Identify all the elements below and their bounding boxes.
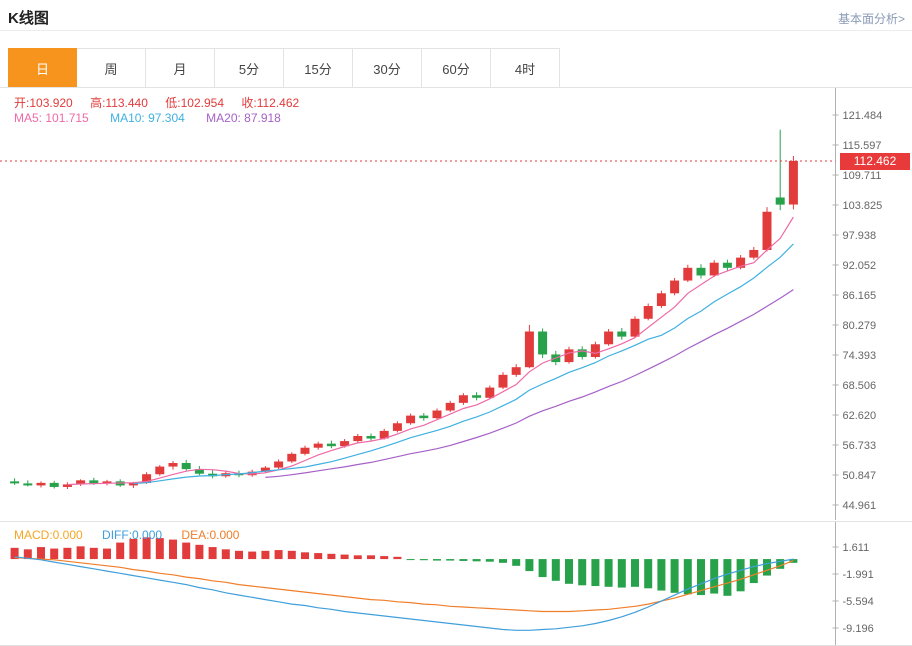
tab-30min[interactable]: 30分 <box>353 48 422 87</box>
page-title: K线图 <box>8 10 49 27</box>
dea-label: DEA: <box>181 528 210 542</box>
dea-readout: DEA:0.000 <box>181 528 239 542</box>
macd-axis-label: -1.991 <box>843 569 874 581</box>
tab-60min[interactable]: 60分 <box>422 48 491 87</box>
ohlc-legend: 开:103.920 高:113.440 低:102.954 收:112.462 <box>14 94 313 111</box>
period-tabbar: 日周月 5分 15分 30分 60分 4时 <box>0 48 912 88</box>
ma-legend: MA5: 101.715 MA10: 97.304 MA20: 87.918 <box>14 111 299 125</box>
main-axis-label: 103.825 <box>843 200 883 212</box>
open-readout: 开:103.920 <box>14 96 73 110</box>
diff-readout: DIFF:0.000 <box>102 528 162 542</box>
main-axis-label: 74.393 <box>843 350 877 362</box>
low-label: 低: <box>165 96 181 110</box>
ma10-line <box>133 243 794 485</box>
ma5-readout: MA5: 101.715 <box>14 111 89 125</box>
main-axis-label: 92.052 <box>843 260 877 272</box>
tab-15min[interactable]: 15分 <box>284 48 353 87</box>
ma20-readout: MA20: 87.918 <box>206 111 281 125</box>
diff-value: 0.000 <box>132 528 163 542</box>
high-readout: 高:113.440 <box>90 96 148 110</box>
close-label: 收: <box>241 96 257 110</box>
main-axis-label: 44.961 <box>843 500 877 512</box>
ma5-value: 101.715 <box>45 111 89 125</box>
main-chart-area[interactable]: 121.484 115.597 109.711 103.825 97.938 92.052… <box>0 88 912 520</box>
tab-week[interactable]: 周 <box>77 48 146 87</box>
macd-histogram <box>10 537 798 596</box>
candlestick-chart[interactable]: 121.484 115.597 109.711 103.825 97.938 92.052… <box>0 88 912 520</box>
main-axis-label: 80.279 <box>843 320 877 332</box>
macd-panel[interactable]: 1.611 -1.991 -5.594 -9.196 MACD:0.000 DIFF:… <box>0 521 912 646</box>
ma20-value: 87.918 <box>244 111 281 125</box>
macd-axis-label: 1.611 <box>843 542 870 554</box>
diff-label: DIFF: <box>102 528 133 542</box>
ma10-value: 97.304 <box>148 111 185 125</box>
tab-4hour[interactable]: 4时 <box>491 48 560 87</box>
tab-day[interactable]: 日 <box>8 48 77 87</box>
tab-5min[interactable]: 5分 <box>215 48 284 87</box>
ma20-line <box>265 289 794 478</box>
high-value: 113.440 <box>105 96 148 110</box>
main-axis-label: 109.711 <box>843 170 882 182</box>
main-axis-label: 56.733 <box>843 440 877 452</box>
dea-value: 0.000 <box>209 528 240 542</box>
main-axis-label: 62.620 <box>843 410 877 422</box>
ma5-line <box>67 216 794 486</box>
tab-month[interactable]: 月 <box>146 48 215 87</box>
open-value: 103.920 <box>29 96 73 110</box>
main-axis-label: 86.165 <box>843 290 877 302</box>
period-tabs: 日周月 5分 15分 30分 60分 4时 <box>8 48 560 87</box>
diff-line <box>14 556 794 631</box>
ma10-label: MA10: <box>110 111 149 125</box>
main-axis-label: 97.938 <box>843 230 877 242</box>
main-axis-label: 68.506 <box>843 380 877 392</box>
macd-value: 0.000 <box>52 528 83 542</box>
ma20-label: MA20: <box>206 111 245 125</box>
main-axis-label: 115.597 <box>843 140 882 152</box>
macd-axis-label: -5.594 <box>843 596 874 608</box>
last-price-tag: 112.462 <box>840 152 910 170</box>
open-label: 开: <box>14 96 30 110</box>
ma5-label: MA5: <box>14 111 46 125</box>
macd-chart[interactable]: 1.611 -1.991 -5.594 -9.196 <box>0 522 912 645</box>
close-readout: 收:112.462 <box>241 96 299 110</box>
close-value: 112.462 <box>256 96 300 110</box>
main-axis-label: 50.847 <box>843 470 877 482</box>
high-label: 高: <box>90 96 106 110</box>
macd-label: MACD: <box>14 528 53 542</box>
macd-axis-label: -9.196 <box>843 623 874 635</box>
macd-legend: MACD:0.000 DIFF:0.000 DEA:0.000 <box>14 528 255 542</box>
candles[interactable] <box>10 129 798 490</box>
low-value: 102.954 <box>180 96 224 110</box>
main-axis-label: 121.484 <box>843 110 883 122</box>
low-readout: 低:102.954 <box>165 96 224 110</box>
fundamental-analysis-link[interactable]: 基本面分析> <box>837 12 905 26</box>
header: K线图 基本面分析> <box>0 0 912 31</box>
macd-readout: MACD:0.000 <box>14 528 83 542</box>
ma10-readout: MA10: 97.304 <box>110 111 185 125</box>
